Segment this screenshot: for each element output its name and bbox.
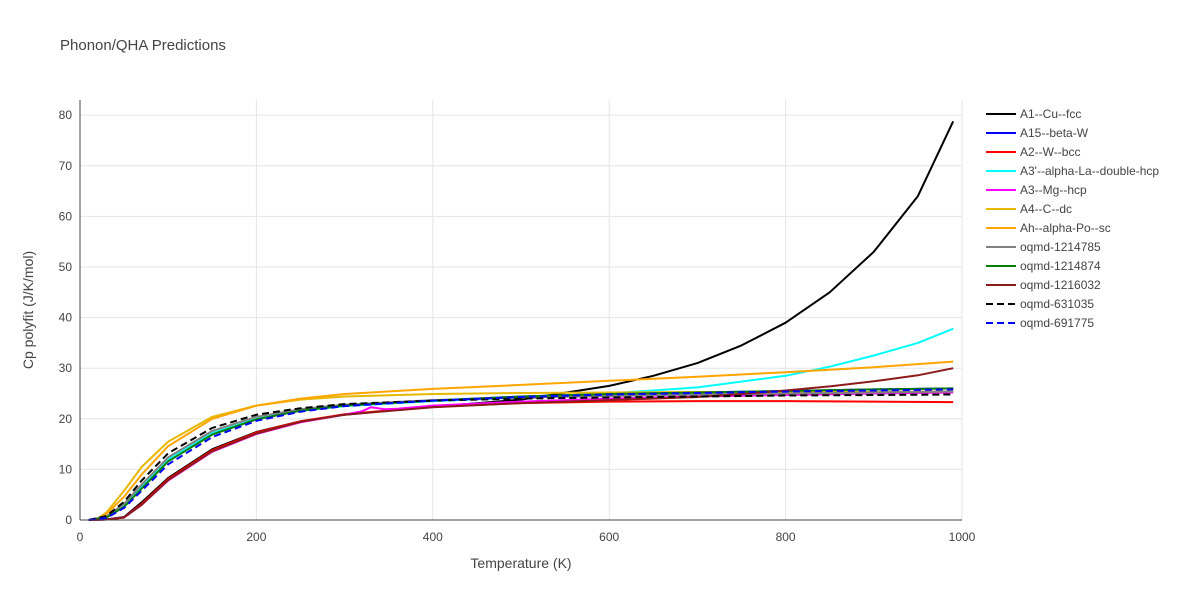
x-tick-label: 1000 [949, 530, 976, 544]
y-tick-label: 20 [59, 412, 73, 426]
legend-item-label[interactable]: A3'--alpha-La--double-hcp [1020, 164, 1159, 178]
legend-item-label[interactable]: A3--Mg--hcp [1020, 183, 1087, 197]
x-tick-label: 400 [423, 530, 443, 544]
legend-item-label[interactable]: Ah--alpha-Po--sc [1020, 221, 1111, 235]
legend-item-label[interactable]: oqmd-1216032 [1020, 278, 1101, 292]
y-axis-title: Cp polyfit (J/K/mol) [20, 251, 36, 369]
legend-item-label[interactable]: A2--W--bcc [1020, 145, 1080, 159]
legend-item-label[interactable]: A1--Cu--fcc [1020, 107, 1081, 121]
x-tick-label: 600 [599, 530, 619, 544]
series-line-4 [88, 391, 954, 521]
series-line-10 [88, 393, 954, 521]
y-tick-label: 10 [59, 462, 73, 476]
plot-area [88, 120, 955, 521]
legend-item-label[interactable]: A15--beta-W [1020, 126, 1089, 140]
y-tick-label: 60 [59, 209, 73, 223]
legend-item-label[interactable]: oqmd-1214785 [1020, 240, 1101, 254]
y-tick-label: 0 [65, 513, 72, 527]
series-line-11 [88, 388, 954, 521]
series-line-3 [88, 327, 954, 521]
y-tick-label: 70 [59, 159, 73, 173]
series-line-7 [88, 390, 954, 521]
x-axis-title: Temperature (K) [470, 555, 571, 571]
y-tick-label: 80 [59, 108, 73, 122]
x-tick-label: 800 [776, 530, 796, 544]
x-tick-label: 200 [246, 530, 266, 544]
y-tick-label: 30 [59, 361, 73, 375]
series-line-8 [88, 387, 954, 521]
y-tick-label: 50 [59, 260, 73, 274]
x-tick-label: 0 [77, 530, 84, 544]
series-line-6 [88, 360, 954, 521]
series-line-9 [88, 367, 954, 521]
series-line-5 [88, 390, 954, 521]
legend: A1--Cu--fcc A15--beta-W A2--W--bcc A3'--alp… [986, 107, 1159, 330]
legend-item-label[interactable]: oqmd-691775 [1020, 316, 1094, 330]
legend-item-label[interactable]: oqmd-631035 [1020, 297, 1094, 311]
axes: 0 200 400 600 800 1000 0 10 20 30 40 50 60 70 80 [59, 100, 976, 544]
legend-item-label[interactable]: A4--C--dc [1020, 202, 1072, 216]
series-line-1 [88, 387, 954, 521]
grid [80, 100, 963, 520]
chart-title: Phonon/QHA Predictions [60, 37, 226, 54]
y-tick-label: 40 [59, 311, 73, 325]
legend-item-label[interactable]: oqmd-1214874 [1020, 259, 1101, 273]
series-line-0 [88, 120, 955, 521]
